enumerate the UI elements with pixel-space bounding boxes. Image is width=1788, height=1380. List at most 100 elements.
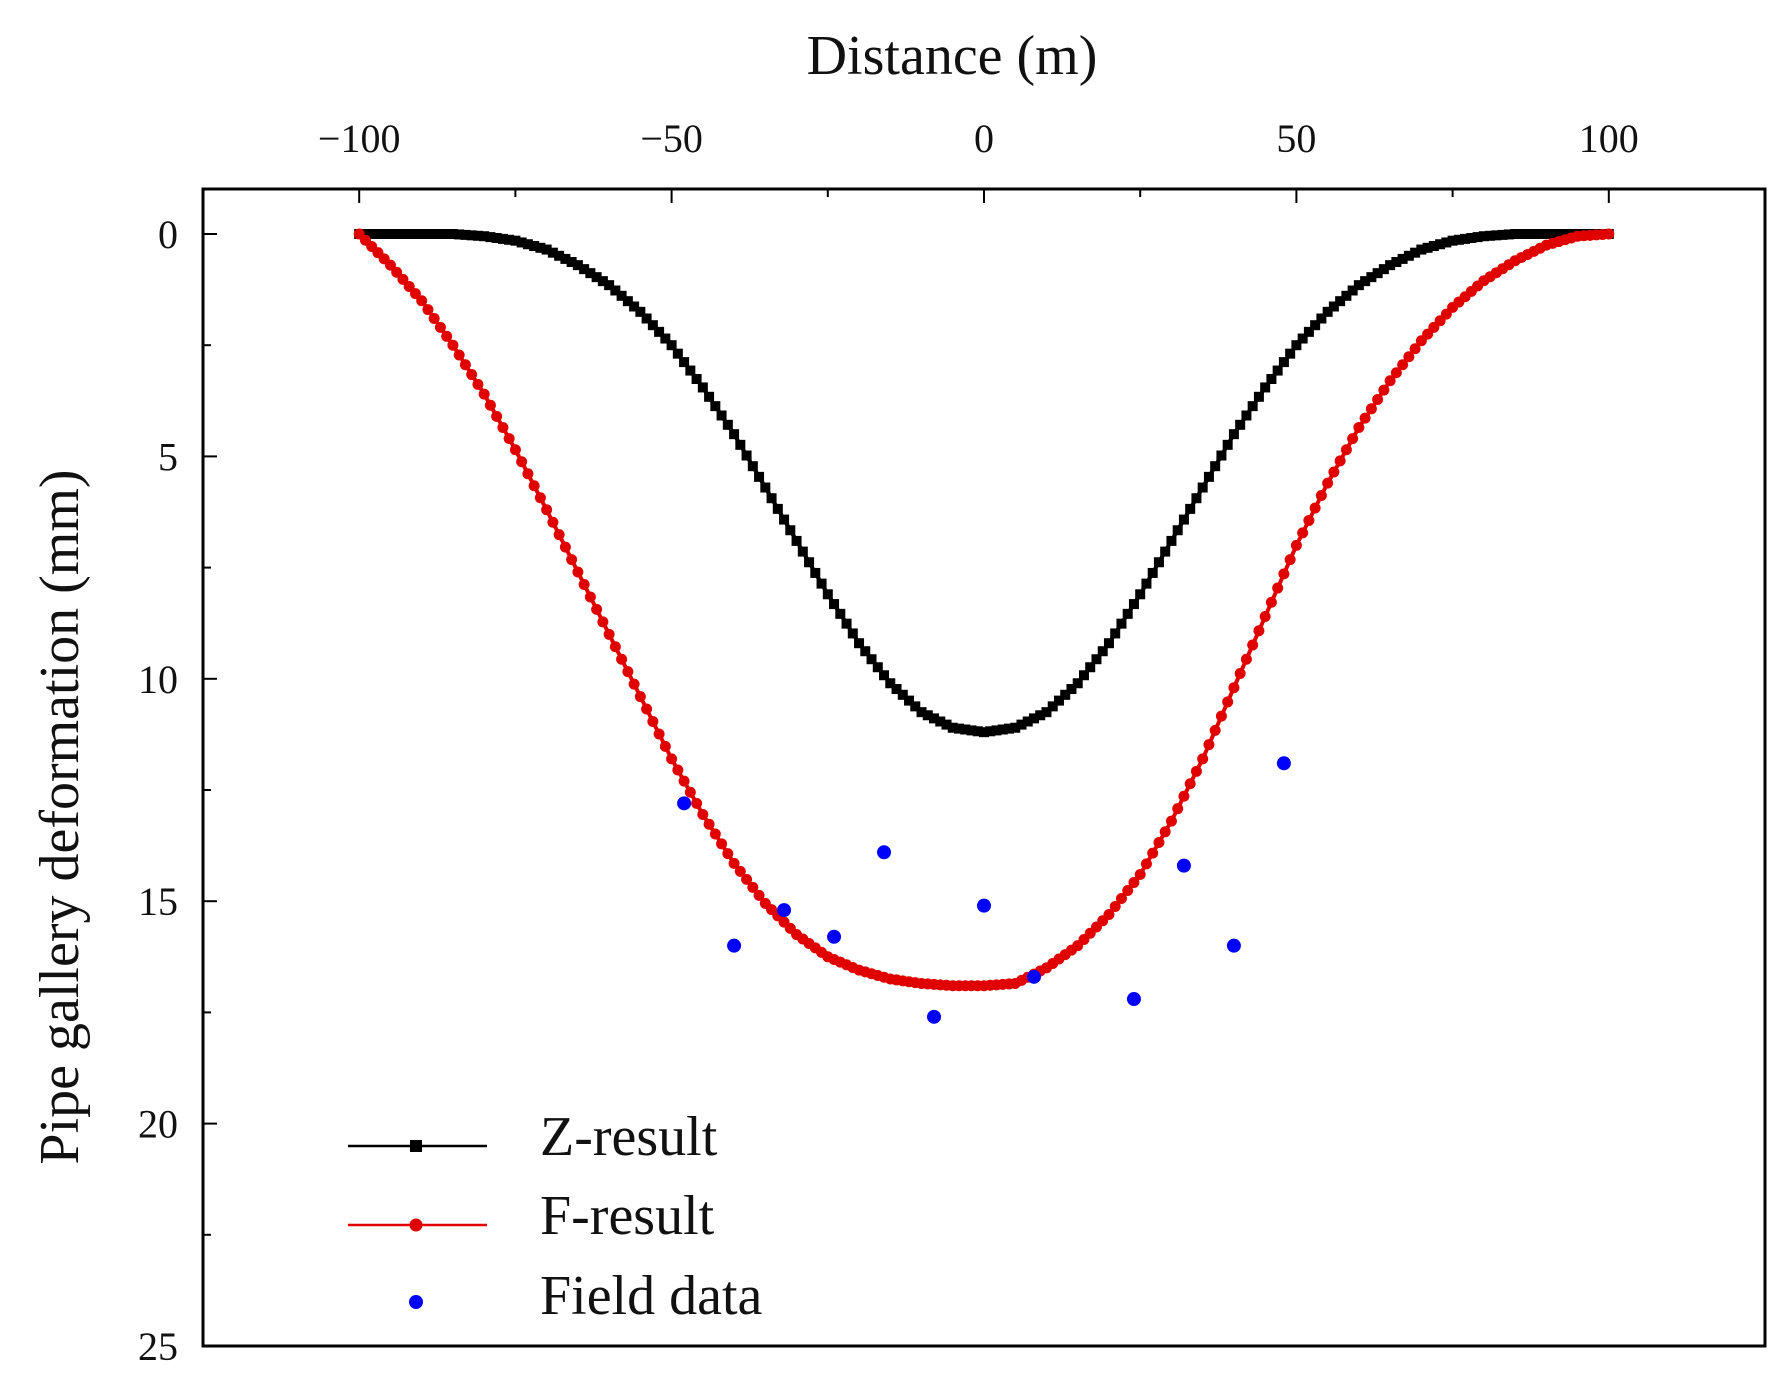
marker-z-result [510, 235, 521, 246]
marker-z-result [1072, 678, 1083, 689]
marker-z-result [979, 727, 989, 738]
marker-f-result [1359, 412, 1371, 424]
marker-z-result [1322, 306, 1333, 317]
marker-z-result [1253, 391, 1264, 402]
marker-z-result [785, 525, 796, 536]
marker-z-result [729, 429, 740, 440]
marker-z-result [554, 250, 565, 261]
marker-z-result [1091, 654, 1102, 665]
marker-f-result [503, 433, 515, 445]
y-tick-label: 25 [138, 1324, 178, 1369]
marker-f-result [491, 410, 503, 422]
marker-z-result [879, 670, 890, 681]
marker-z-result [435, 229, 446, 239]
point-field-data [877, 845, 892, 860]
marker-z-result [1247, 401, 1258, 412]
marker-z-result [647, 320, 658, 331]
legend-label-z-result: Z-result [540, 1106, 718, 1168]
marker-z-result [829, 599, 840, 610]
marker-f-result [428, 313, 440, 325]
marker-z-result [1266, 374, 1277, 385]
marker-z-result [1185, 503, 1196, 514]
legend-marker-field-data [409, 1295, 423, 1309]
marker-f-result [1159, 826, 1171, 838]
marker-z-result [1203, 471, 1214, 482]
marker-z-result [935, 716, 946, 727]
marker-z-result [1403, 250, 1414, 261]
marker-f-result [603, 628, 615, 640]
marker-z-result [1435, 239, 1446, 250]
marker-z-result [441, 229, 452, 239]
marker-z-result [604, 280, 615, 291]
marker-z-result [541, 244, 552, 255]
marker-z-result [941, 719, 952, 730]
marker-f-result [1240, 653, 1252, 665]
marker-z-result [522, 239, 533, 250]
point-field-data [727, 938, 742, 953]
marker-f-result [1115, 893, 1127, 905]
marker-z-result [1103, 638, 1114, 649]
marker-z-result [847, 628, 858, 639]
marker-f-result [597, 616, 609, 628]
marker-z-result [1166, 535, 1177, 546]
marker-z-result [804, 557, 815, 568]
marker-z-result [1172, 525, 1183, 536]
legend-label-field-data: Field data [540, 1265, 763, 1327]
marker-z-result [360, 229, 371, 239]
marker-f-result [497, 421, 509, 433]
marker-f-result [684, 786, 696, 798]
marker-z-result [1035, 710, 1046, 721]
marker-z-result [485, 232, 496, 243]
marker-f-result [678, 775, 690, 787]
y-tick-label: 20 [138, 1102, 178, 1147]
marker-z-result [1453, 234, 1464, 245]
marker-f-result [666, 753, 678, 765]
marker-f-result [1322, 477, 1334, 489]
marker-f-result [578, 579, 590, 591]
y-tick-label: 10 [138, 657, 178, 702]
marker-z-result [1160, 546, 1171, 557]
marker-z-result [885, 678, 896, 689]
marker-z-result [1066, 684, 1077, 695]
marker-f-result [484, 399, 496, 411]
marker-z-result [910, 701, 921, 712]
marker-f-result [1290, 539, 1302, 551]
marker-z-result [1297, 333, 1308, 344]
marker-f-result [566, 554, 578, 566]
marker-z-result [529, 241, 540, 252]
marker-f-result [1265, 596, 1277, 608]
point-field-data [827, 929, 842, 944]
marker-z-result [372, 229, 383, 239]
marker-f-result [447, 339, 459, 351]
marker-z-result [1116, 618, 1127, 629]
marker-f-result [634, 691, 646, 703]
marker-z-result [616, 290, 627, 301]
marker-z-result [410, 229, 421, 239]
marker-z-result [466, 230, 477, 241]
marker-f-result [1247, 639, 1259, 651]
y-axis-title: Pipe gallery deformation (mm) [29, 469, 91, 1164]
marker-f-result [1340, 444, 1352, 456]
marker-f-result [547, 516, 559, 528]
marker-f-result [1328, 466, 1340, 478]
marker-z-result [1241, 410, 1252, 421]
marker-f-result [697, 808, 709, 820]
marker-z-result [1010, 722, 1021, 733]
marker-z-result [1391, 257, 1402, 268]
legend: Z-result F-result Field data [348, 1106, 763, 1327]
x-tick-label: 50 [1276, 116, 1316, 161]
marker-z-result [479, 231, 490, 242]
marker-z-result [1503, 229, 1514, 240]
marker-z-result [1197, 482, 1208, 493]
marker-f-result [516, 456, 528, 468]
marker-z-result [1147, 567, 1158, 578]
marker-z-result [416, 229, 427, 239]
marker-z-result [1016, 719, 1027, 730]
marker-z-result [672, 348, 683, 359]
marker-f-result [1122, 885, 1134, 897]
marker-z-result [841, 618, 852, 629]
marker-f-result [1234, 667, 1246, 679]
marker-z-result [1328, 301, 1339, 312]
